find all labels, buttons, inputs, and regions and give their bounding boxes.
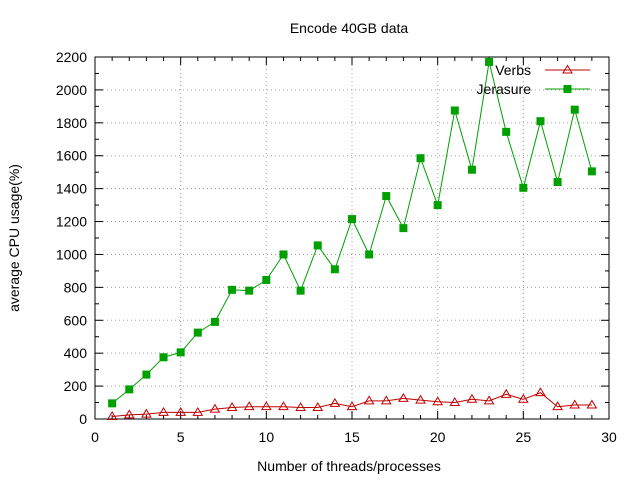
data-point-verbs: [517, 393, 529, 403]
data-point-verbs: [535, 387, 546, 397]
data-point-jerasure: [433, 201, 442, 210]
data-point-jerasure: [262, 275, 271, 284]
data-point-verbs: [569, 399, 581, 409]
data-point-jerasure: [570, 105, 579, 114]
x-tick-label: 10: [259, 429, 275, 445]
data-point-verbs: [449, 397, 461, 407]
data-point-verbs: [552, 401, 563, 411]
data-point-verbs: [483, 395, 495, 405]
y-tick-label: 1800: [56, 115, 87, 131]
data-point-jerasure: [210, 317, 219, 326]
series-line-verbs: [112, 392, 592, 417]
grid: [95, 57, 609, 419]
series-layer: [106, 57, 598, 421]
data-point-verbs: [586, 399, 598, 409]
data-point-verbs: [432, 396, 444, 406]
data-point-verbs: [209, 403, 221, 413]
x-axis-label: Number of threads/processes: [257, 458, 441, 474]
data-point-jerasure: [176, 348, 185, 357]
data-point-jerasure: [245, 286, 254, 295]
legend-label-jerasure: Jerasure: [477, 81, 532, 97]
data-point-jerasure: [450, 106, 459, 115]
legend-marker-jerasure: [563, 85, 572, 93]
legend-marker-verbs: [562, 64, 573, 74]
data-point-jerasure: [382, 192, 391, 201]
data-point-jerasure: [587, 167, 596, 176]
legend: Verbs Jerasure: [477, 62, 590, 97]
data-point-verbs: [466, 393, 478, 403]
x-tick-label: 25: [516, 429, 532, 445]
axis-ticks: 0200400600800100012001400160018002000220…: [56, 49, 617, 445]
data-point-jerasure: [399, 224, 408, 233]
data-point-jerasure: [467, 165, 476, 174]
data-point-verbs: [158, 406, 169, 416]
data-point-verbs: [312, 402, 324, 411]
y-tick-label: 800: [64, 279, 88, 295]
x-tick-label: 15: [344, 429, 360, 445]
y-tick-label: 2000: [56, 82, 87, 98]
data-point-verbs: [500, 388, 512, 398]
data-point-verbs: [141, 408, 152, 418]
data-point-verbs: [415, 394, 426, 404]
y-tick-label: 1400: [56, 181, 87, 197]
data-point-verbs: [243, 401, 255, 411]
data-point-jerasure: [193, 328, 202, 337]
data-point-jerasure: [108, 399, 117, 408]
y-tick-label: 400: [64, 345, 88, 361]
data-point-jerasure: [519, 183, 528, 192]
data-point-verbs: [260, 401, 272, 411]
x-tick-label: 20: [430, 429, 446, 445]
data-point-verbs: [123, 409, 135, 419]
y-tick-label: 1200: [56, 214, 87, 230]
data-point-verbs: [295, 402, 306, 411]
data-point-jerasure: [348, 215, 356, 224]
data-point-verbs: [329, 397, 341, 407]
data-point-jerasure: [279, 250, 288, 259]
y-tick-label: 1600: [56, 148, 87, 164]
data-point-jerasure: [228, 285, 237, 294]
data-point-jerasure: [159, 353, 168, 362]
y-tick-label: 1000: [56, 246, 87, 262]
data-point-verbs: [278, 401, 289, 411]
y-tick-label: 200: [64, 378, 88, 394]
data-point-verbs: [398, 392, 409, 402]
x-tick-label: 5: [177, 429, 185, 445]
chart-title: Encode 40GB data: [290, 20, 409, 36]
data-point-verbs: [192, 406, 204, 416]
data-point-verbs: [226, 402, 238, 411]
data-point-jerasure: [536, 117, 545, 126]
y-tick-label: 600: [64, 312, 88, 328]
data-point-jerasure: [142, 370, 151, 379]
data-point-verbs: [380, 395, 392, 405]
data-point-verbs: [346, 401, 358, 411]
y-axis-label: average CPU usage(%): [6, 164, 22, 312]
data-point-jerasure: [125, 385, 134, 394]
data-point-jerasure: [502, 127, 511, 136]
data-point-jerasure: [553, 178, 562, 187]
data-point-verbs: [363, 395, 375, 405]
data-point-verbs: [106, 411, 118, 421]
data-point-verbs: [175, 406, 187, 416]
data-point-jerasure: [296, 286, 305, 295]
data-point-jerasure: [416, 154, 425, 163]
data-point-jerasure: [365, 250, 374, 259]
y-tick-label: 0: [79, 411, 87, 427]
x-tick-label: 30: [601, 429, 617, 445]
data-point-jerasure: [485, 57, 494, 66]
data-point-jerasure: [313, 241, 322, 250]
y-tick-label: 2200: [56, 49, 87, 65]
data-point-jerasure: [330, 265, 339, 274]
x-tick-label: 0: [91, 429, 99, 445]
legend-label-verbs: Verbs: [495, 62, 531, 78]
